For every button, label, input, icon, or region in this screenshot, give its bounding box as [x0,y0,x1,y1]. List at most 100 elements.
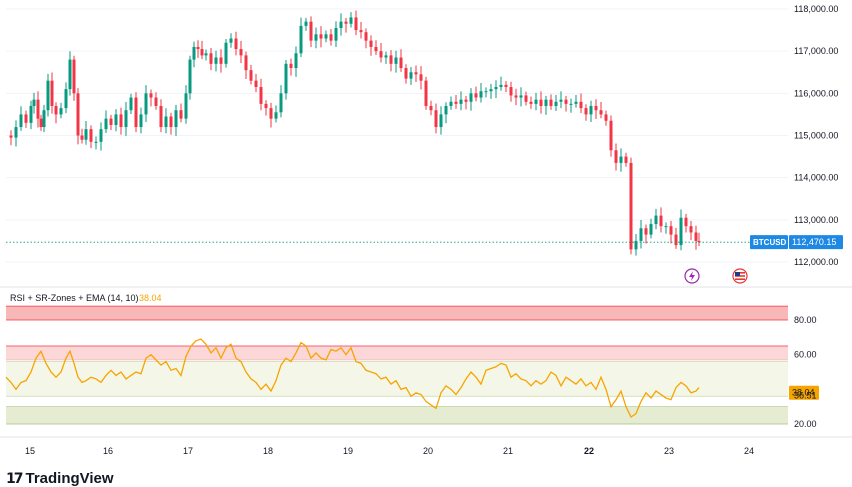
candle-body [179,110,183,119]
candle-body [196,46,200,50]
candle-body [634,240,638,250]
candle-body [309,21,313,41]
candle-body [394,57,398,64]
candle-body [659,215,663,227]
candle-body [42,110,46,128]
candle-body [134,97,138,128]
candle-body [474,93,478,98]
candle-body [609,120,613,151]
candle-body [29,105,33,123]
candle-body [274,112,278,119]
candle-body [32,99,36,106]
candle-body [164,116,168,128]
candle-body [72,59,76,94]
candle-body [204,53,208,56]
candle-body [504,84,508,88]
candle-body [604,114,608,121]
rsi-tick-label: 20.00 [794,419,817,429]
candle-body [429,105,433,111]
symbol-tag [750,235,788,250]
rsi-secondary-label: 36.51 [794,390,817,400]
candle-body [554,101,558,106]
candle-body [529,101,533,104]
candle-body [24,114,28,123]
candle-body [314,34,318,41]
candle-body [129,97,133,111]
last-price-tag [789,235,843,250]
candle-body [139,114,143,128]
x-tick-label: 16 [103,446,113,456]
candle-body [469,93,473,102]
candle-body [697,240,701,243]
candle-body [299,25,303,54]
candle-body [284,63,288,94]
candle-body [174,110,178,128]
price-candles [6,10,750,256]
candle-body [80,135,84,140]
candle-body [239,49,243,56]
x-tick-label: 19 [343,446,353,456]
candle-body [324,34,328,39]
candle-body [664,226,668,228]
candle-body [534,99,538,104]
candle-body [114,114,118,125]
candle-body [379,51,383,58]
candle-body [564,99,568,104]
rsi-tick-label: 80.00 [794,315,817,325]
us-flag-icon[interactable] [732,268,748,284]
candle-body [169,116,173,128]
candle-body [449,101,453,106]
x-tick-label: 20 [423,446,433,456]
candle-body [484,91,488,93]
rsi-line [5,338,700,419]
flash-icon[interactable] [684,268,700,284]
candle-body [559,99,563,102]
candle-body [14,127,18,138]
candle-body [89,129,93,142]
price-axis: 118,000.00 117,000.00 116,000.00 115,000.00… [750,4,843,267]
candle-body [9,135,13,138]
candle-body [349,17,353,24]
price-tick-label: 117,000.00 [794,46,838,56]
candle-body [249,70,253,81]
candle-body [494,87,498,90]
price-grid [0,8,852,288]
candle-body [579,101,583,109]
tradingview-logo[interactable]: 17 TradingView [6,470,114,487]
candle-body [68,59,72,90]
rsi-indicator-title[interactable]: RSI + SR-Zones + EMA (14, 10) [10,293,139,303]
x-tick-label: 23 [664,446,674,456]
candle-body [519,95,523,98]
rsi-series-line [5,338,700,419]
candle-body [689,226,693,233]
rsi-zone [6,406,788,424]
candle-body [329,34,333,41]
x-axis: 15 16 17 18 19 20 21 22 23 24 [0,436,852,456]
candle-body [76,93,80,136]
candle-body [444,105,448,115]
candle-body [279,93,283,113]
candle-body [359,30,363,33]
candle-body [144,93,148,115]
candle-body [200,49,204,56]
candle-body [254,80,258,88]
candle-body [84,129,88,140]
candle-body [479,91,483,98]
candle-body [369,40,373,47]
candle-body [344,21,348,24]
candle-body [244,55,248,71]
candle-body [514,95,518,98]
candle-body [54,105,58,115]
candle-body [384,55,388,58]
candle-body [679,217,683,246]
rsi-zone [6,361,788,397]
candle-body [94,141,98,143]
candle-body [46,80,50,111]
candle-body [569,103,573,105]
candle-body [234,38,238,50]
candle-body [669,226,673,235]
candle-body [654,215,658,225]
candle-body [674,234,678,246]
price-tick-label: 112,000.00 [794,257,838,267]
